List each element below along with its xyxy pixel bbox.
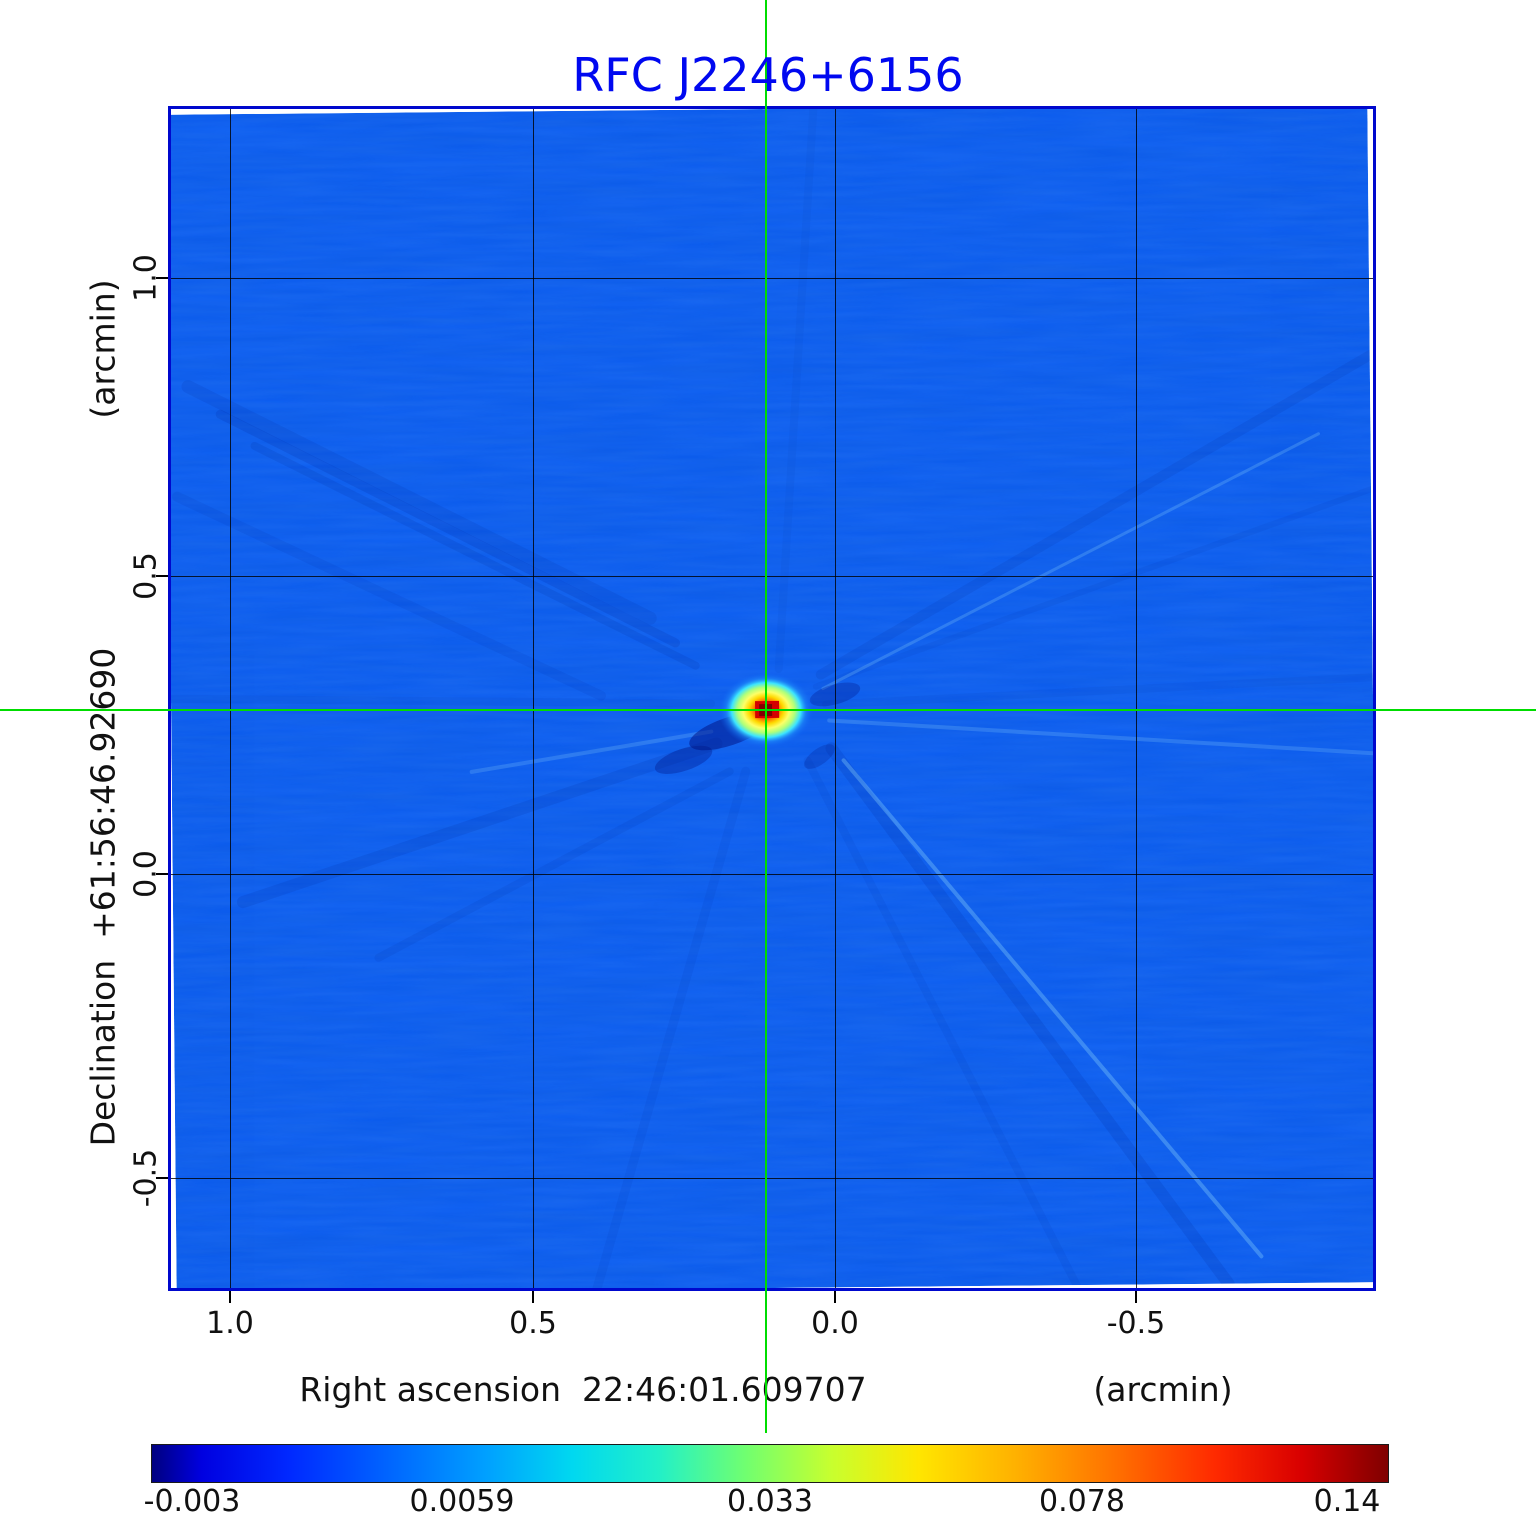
plot-title: RFC J2246+6156 (572, 48, 964, 102)
y-axis-tick (156, 575, 168, 577)
colorbar (151, 1444, 1389, 1483)
colorbar-tick-label: 0.078 (1039, 1484, 1125, 1519)
x-axis-tick (532, 1291, 534, 1303)
colorbar-tick-label: 0.0059 (409, 1484, 515, 1519)
colorbar-tick-label: -0.003 (143, 1484, 241, 1519)
grid-overlay (171, 109, 1373, 1288)
sidelobe-streaks (171, 109, 1373, 1288)
bright-streaks (469, 432, 1373, 1259)
sky-map-image (171, 109, 1373, 1288)
x-axis-tick (834, 1291, 836, 1303)
y-axis-label: Declination +61:56:46.92690 (83, 647, 123, 1147)
colorbar-tick-label: 0.033 (727, 1484, 813, 1519)
y-axis-unit-label: (arcmin) (83, 279, 123, 419)
x-axis-tick (229, 1291, 231, 1303)
x-tick-label: 1.0 (206, 1306, 254, 1341)
crosshair-vertical-line (765, 0, 767, 1433)
x-axis-unit-label: (arcmin) (1093, 1370, 1233, 1409)
crosshair-horizontal-line (0, 709, 1536, 711)
y-axis-tick (156, 1177, 168, 1179)
plot-area (168, 106, 1376, 1291)
x-tick-label: 0.0 (811, 1306, 859, 1341)
x-axis-tick (1135, 1291, 1137, 1303)
y-axis-tick (156, 277, 168, 279)
y-axis-tick (156, 873, 168, 875)
x-tick-label: 0.5 (509, 1306, 557, 1341)
x-axis-label: Right ascension 22:46:01.609707 (299, 1370, 867, 1409)
colorbar-tick-label: 0.14 (1313, 1484, 1381, 1519)
x-tick-label: -0.5 (1106, 1306, 1166, 1341)
sky-map-svg (171, 109, 1373, 1288)
gridlines (171, 109, 1373, 1288)
